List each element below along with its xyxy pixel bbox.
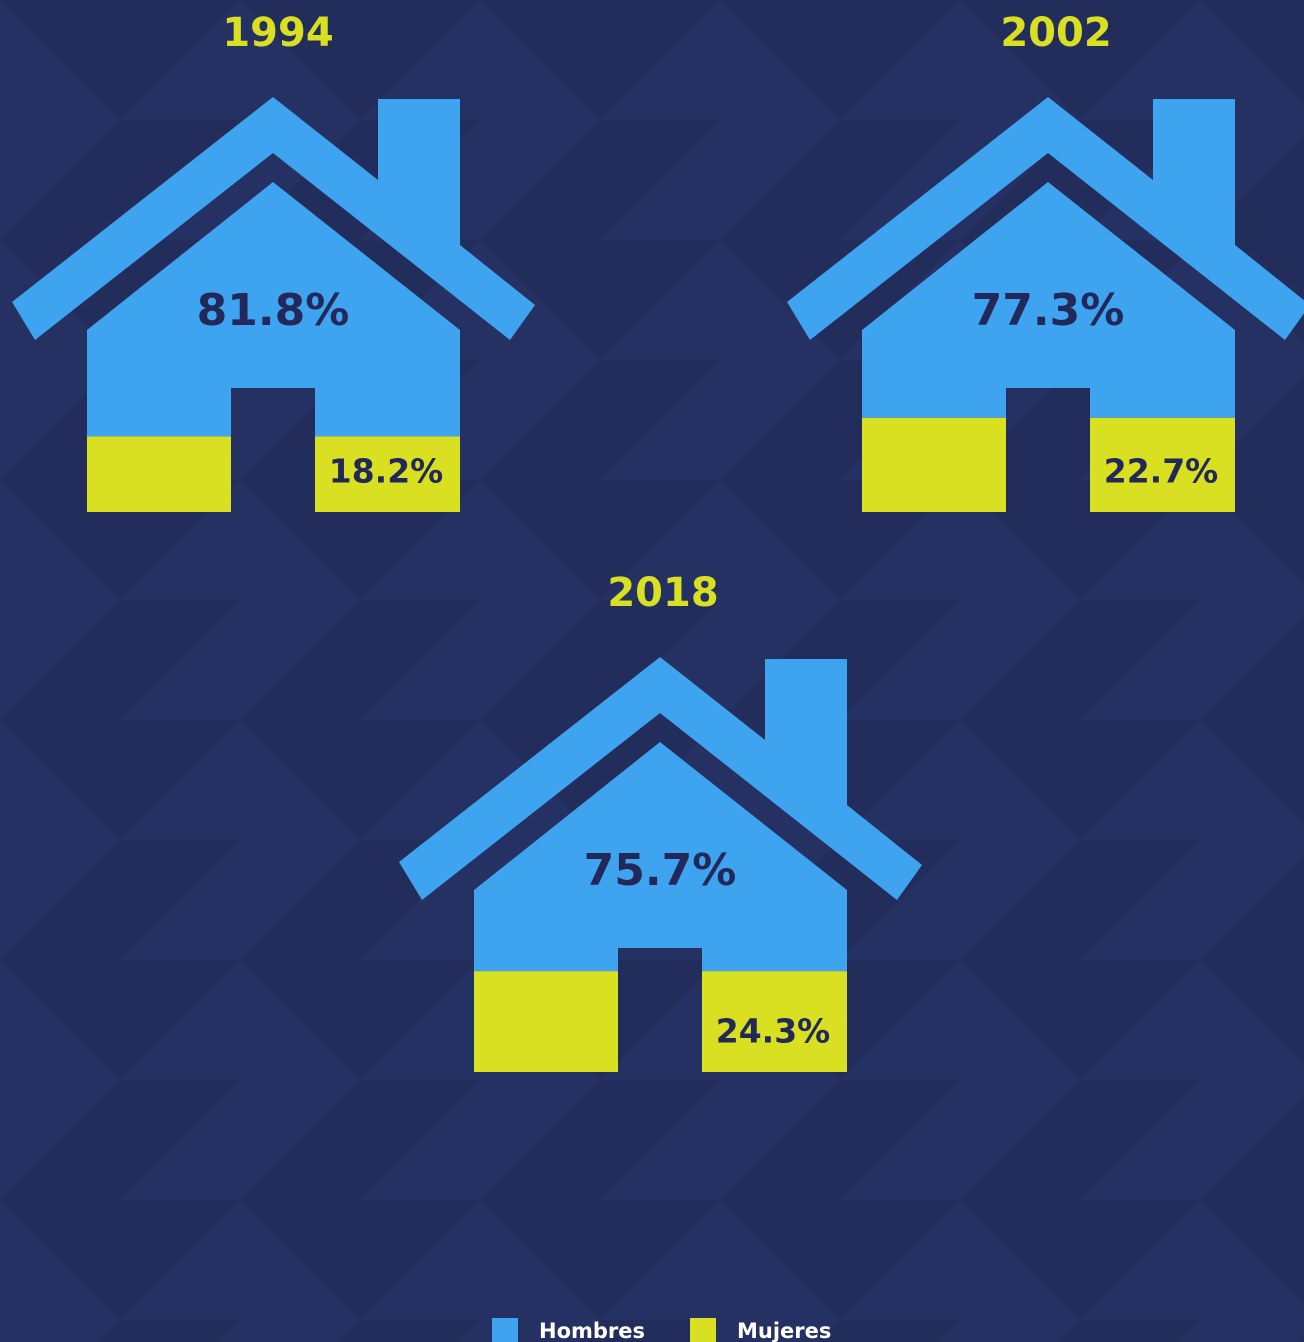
value-label: 22.7% xyxy=(1104,452,1219,491)
legend-swatch xyxy=(690,1318,716,1342)
value-label: 75.7% xyxy=(584,845,737,896)
year-label: 2018 xyxy=(607,570,718,616)
year-label: 2002 xyxy=(1000,10,1111,56)
legend-swatch xyxy=(492,1318,518,1342)
value-label: 81.8% xyxy=(197,285,350,336)
house xyxy=(399,657,922,1072)
year-label: 1994 xyxy=(222,10,333,56)
value-label: 77.3% xyxy=(972,285,1125,336)
legend-label: Hombres xyxy=(539,1319,645,1342)
value-label: 18.2% xyxy=(329,452,444,491)
legend-label: Mujeres xyxy=(737,1319,831,1342)
value-label: 24.3% xyxy=(716,1012,831,1051)
